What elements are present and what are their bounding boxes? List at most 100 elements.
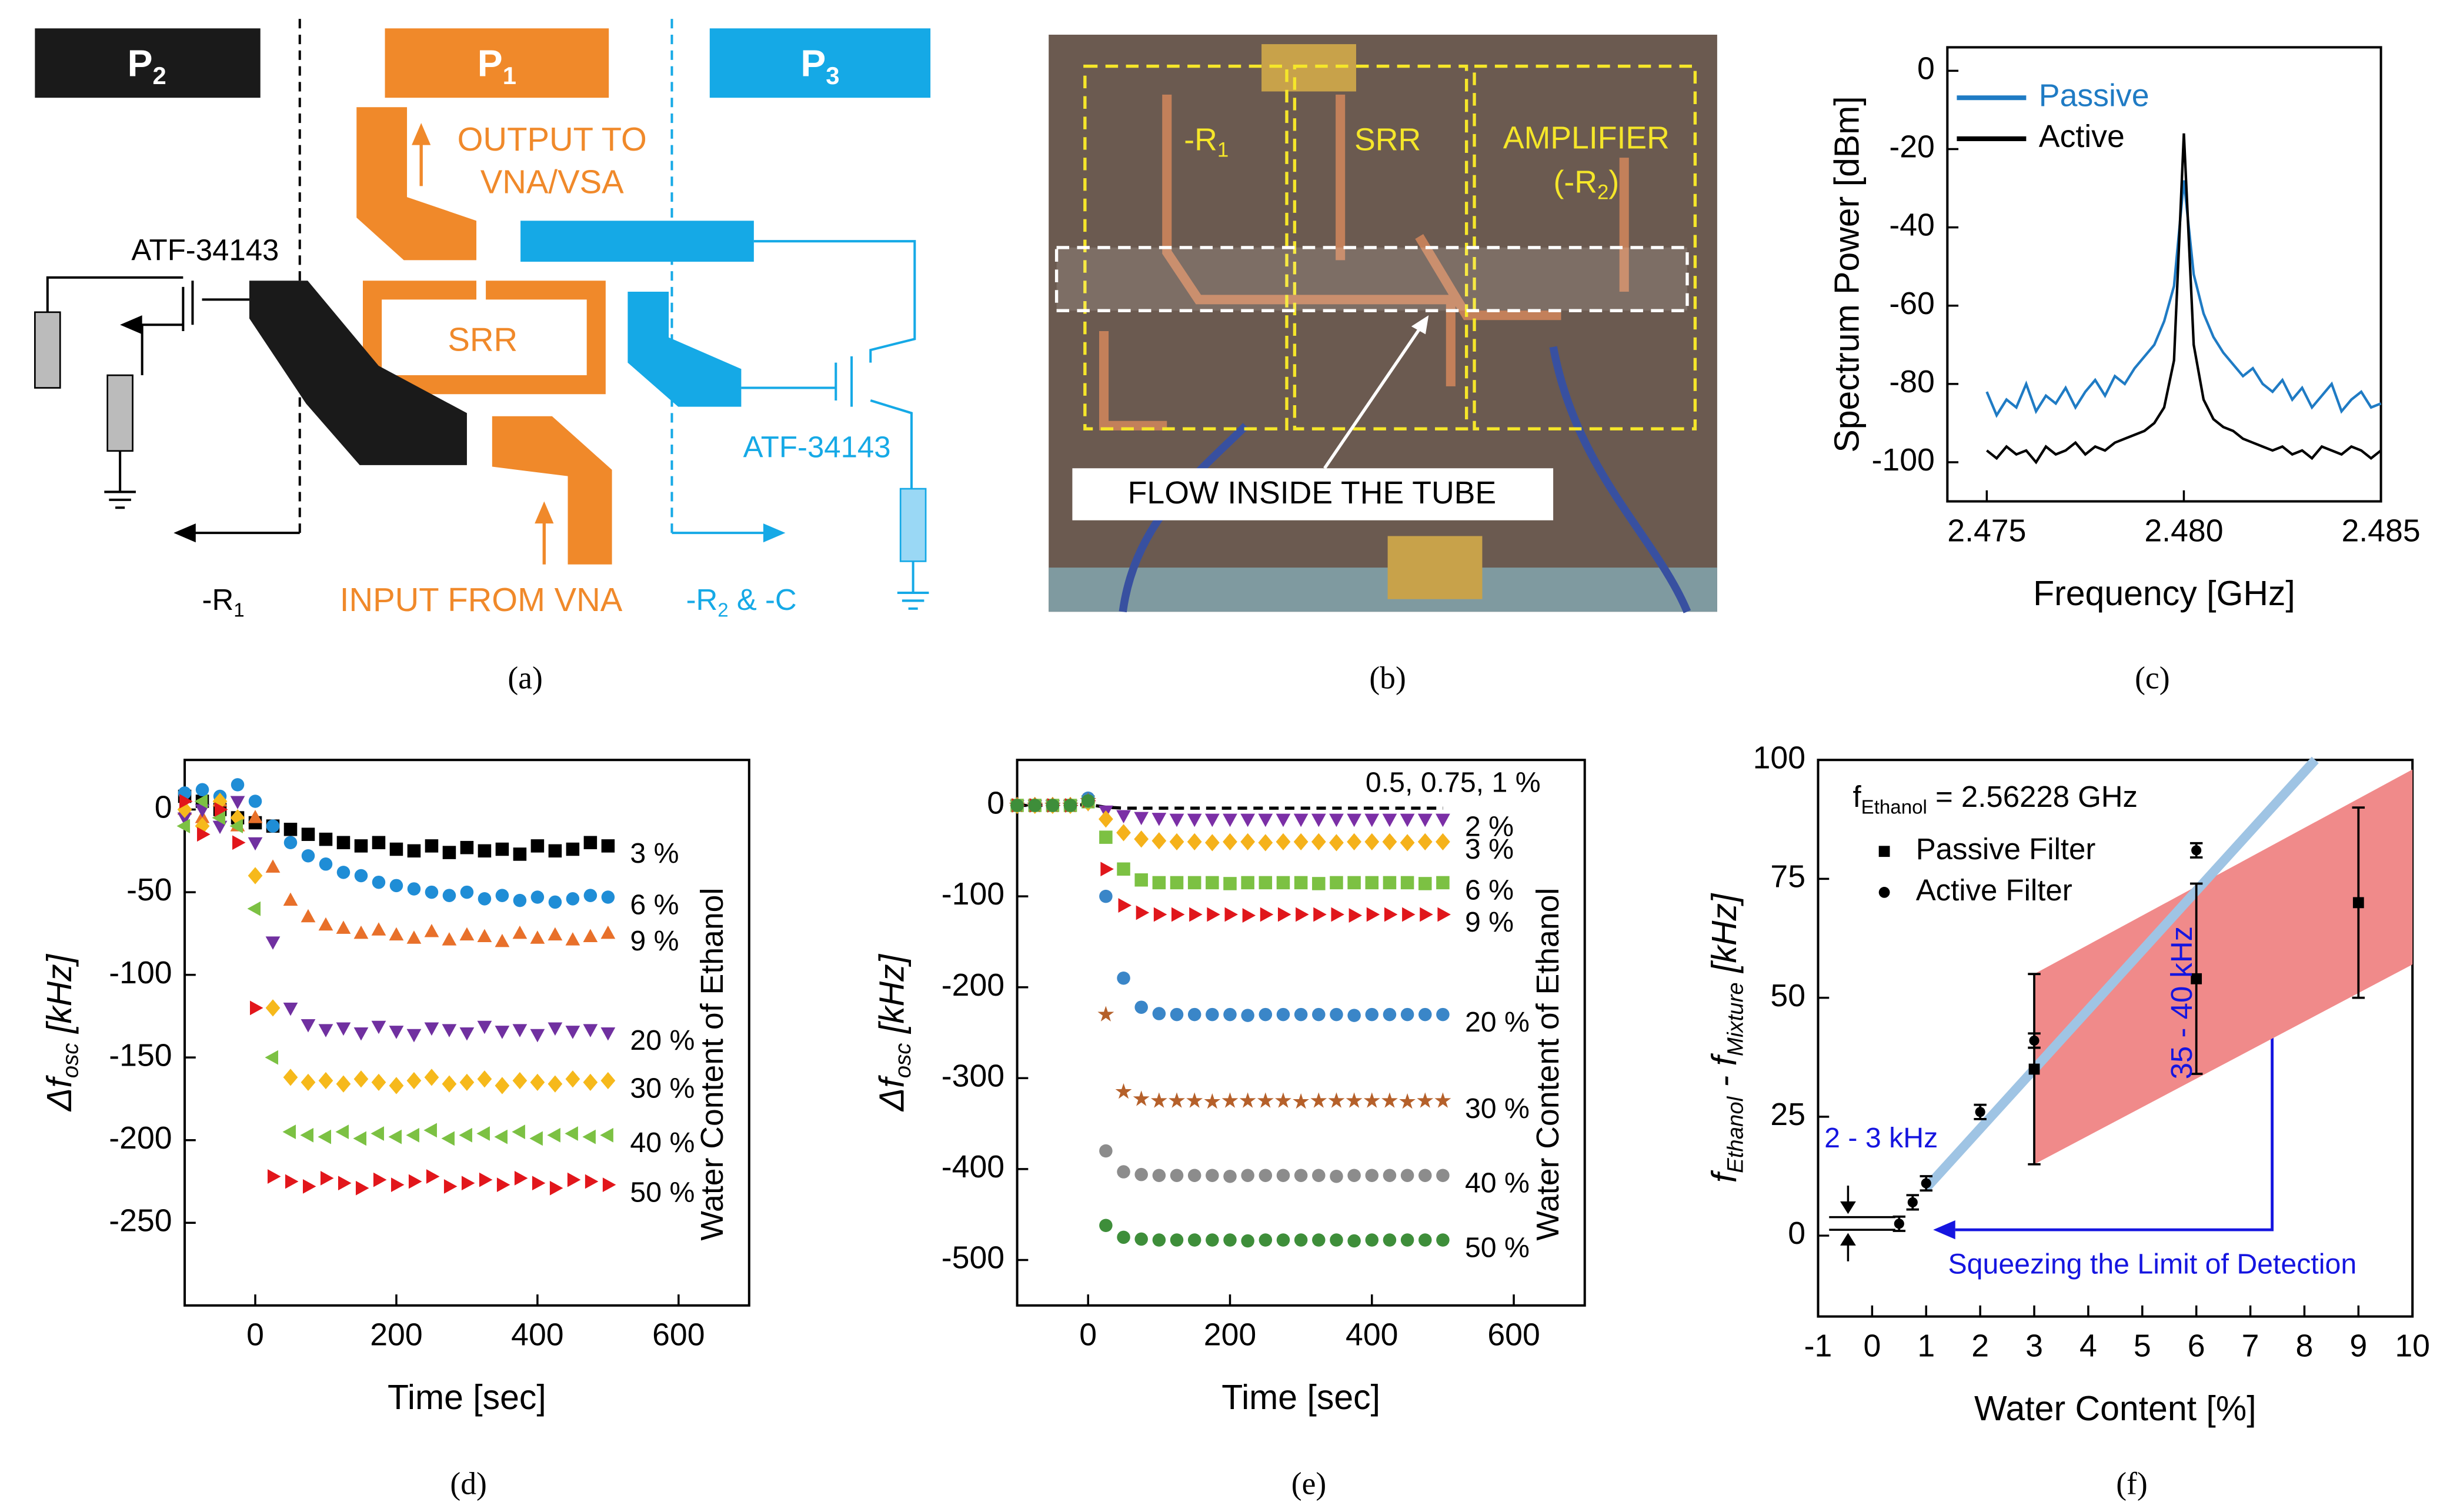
data-point [1293,1093,1310,1109]
data-point [1330,1170,1343,1183]
data-point [1171,907,1185,922]
region-label: SRR [1354,122,1421,157]
data-point [265,1050,279,1065]
data-point [1223,813,1237,827]
data-point [1312,1169,1326,1182]
data-point [371,1020,386,1034]
data-point [353,1070,369,1088]
y-tick-label: 0 [155,790,172,825]
series-label: 20 % [630,1024,695,1056]
data-point [1258,834,1273,852]
annotation: Squeezing the Limit of Detection [1948,1249,2356,1280]
data-point [407,882,421,896]
output-label: VNA/VSA [480,163,624,201]
data-point [585,1174,599,1189]
data-point [1169,813,1184,827]
data-point [1366,907,1380,922]
flow-label: FLOW INSIDE THE TUBE [1128,475,1497,510]
x-tick-label: 4 [2080,1328,2097,1363]
resistor [899,488,927,562]
data-point [1223,1170,1237,1183]
data-point [1206,1169,1219,1182]
data-point [1152,1169,1166,1182]
series-line [1017,803,1443,810]
data-point [1347,876,1361,890]
data-point [565,932,580,946]
data-point [1347,833,1362,850]
data-point [370,1126,384,1141]
resistance-label-part: 1 [233,599,244,621]
data-point [1189,907,1203,922]
data-point [1134,873,1148,887]
feed-line [492,416,612,565]
data-point [389,842,403,856]
resistance-label: -R1 [202,583,245,622]
ground [104,450,136,509]
data-point [338,1176,352,1191]
y-tick-label: -40 [1889,208,1934,243]
data-point [477,929,492,942]
data-point [212,810,226,825]
data-point [1117,971,1130,985]
data-point [1400,1169,1414,1182]
annotation: 2 - 3 kHz [1824,1122,1938,1154]
data-point [1400,876,1414,890]
data-point [1276,1169,1290,1182]
data-point [460,885,474,899]
port-label: P3 [800,42,839,89]
data-point [460,840,474,855]
fit-line [1922,756,2319,1191]
data-point [389,879,403,893]
data-point [1312,1233,1326,1247]
data-point [495,1077,510,1094]
data-point [1133,1090,1150,1106]
data-point [1223,833,1237,850]
data-point [549,1180,563,1196]
data-point [300,1127,314,1143]
data-point [1134,1232,1148,1246]
x-tick-label: 0 [1863,1328,1881,1363]
data-point [1115,1083,1132,1099]
data-point [459,1073,475,1091]
y-tick-label: -300 [942,1058,1004,1093]
data-point [1046,799,1060,812]
data-point [318,1024,333,1037]
x-axis-label: Water Content [%] [1974,1390,2257,1428]
data-point [1134,1000,1148,1014]
data-point [406,1127,419,1143]
data-point [513,847,527,861]
data-point [265,936,281,950]
arrow [120,315,142,335]
data-point [283,836,298,850]
data-point [1242,908,1256,923]
x-tick-label: 1 [1917,1328,1935,1363]
data-point [177,800,192,819]
x-tick-label: 2 [1971,1328,1989,1363]
data-point [1436,813,1450,827]
data-point [389,1026,404,1039]
data-point [601,839,615,853]
data-point [231,778,245,792]
data-point [1383,1233,1397,1247]
data-point [372,875,386,889]
series-label: 9 % [1465,906,1514,938]
data-point [1365,876,1379,890]
data-point [583,836,598,850]
x-tick-label: 600 [652,1317,705,1353]
y-tick-label: -80 [1889,364,1934,399]
data-point [424,1069,439,1086]
y-axis-label-part: [kHz] [873,953,911,1043]
data-point [1028,799,1042,812]
data-point [583,1073,598,1091]
legend-label: Passive Filter [1916,832,2096,866]
port-label-part: P [128,42,153,85]
port-label-part: P [800,42,826,85]
data-point [1418,1007,1432,1022]
transistor-label: ATF-34143 [131,233,279,266]
data-point [1170,876,1184,890]
data-point [265,859,281,873]
data-point [1296,907,1309,922]
data-point [1169,1092,1185,1108]
data-point [1436,1233,1450,1247]
y-tick-label: -20 [1889,129,1934,165]
